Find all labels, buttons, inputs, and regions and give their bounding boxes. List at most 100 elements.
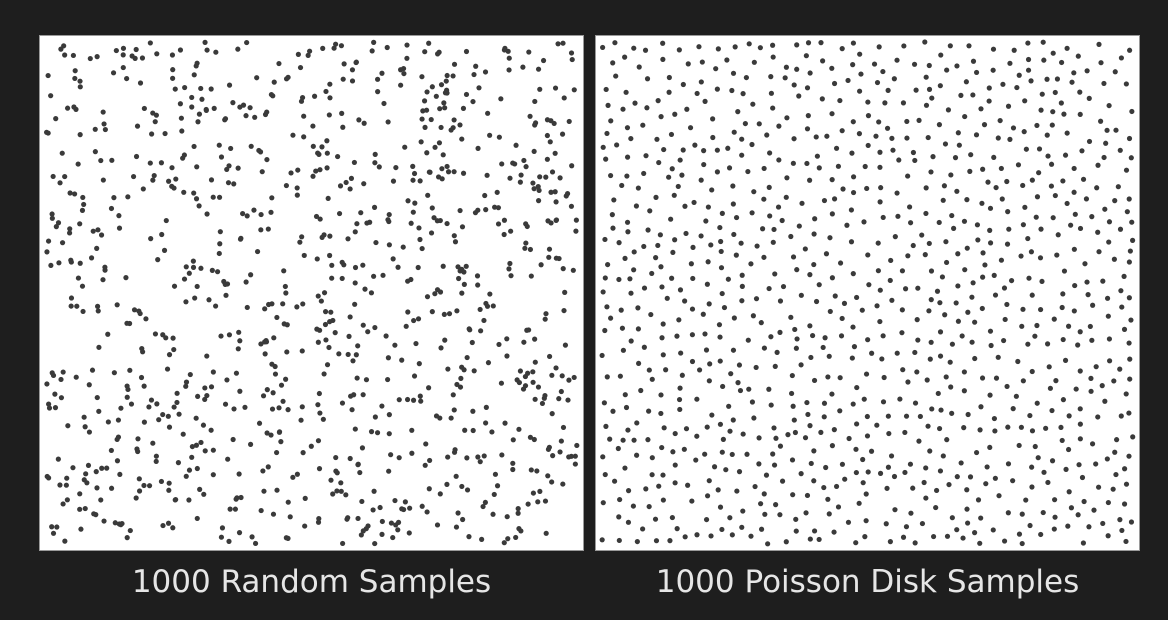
random-sample-dot [305, 52, 311, 58]
random-sample-dot [530, 490, 537, 496]
poisson-sample-dot [1118, 55, 1124, 61]
random-sample-dot [216, 250, 222, 257]
poisson-sample-dot [1100, 520, 1106, 527]
poisson-sample-dot [1064, 200, 1070, 207]
random-sample-dot [45, 72, 51, 79]
poisson-sample-dot [1095, 484, 1102, 490]
random-sample-dot [58, 376, 64, 383]
random-sample-dot [502, 420, 508, 426]
random-sample-dot [252, 540, 259, 547]
poisson-sample-dot [706, 301, 712, 307]
random-sample-dot [499, 161, 505, 167]
random-sample-dot [62, 538, 68, 544]
poisson-sample-dot [1102, 206, 1108, 212]
random-sample-dot [165, 520, 172, 526]
poisson-sample-dot [1055, 232, 1061, 238]
poisson-sample-dot [612, 478, 618, 484]
poisson-sample-dot [1020, 378, 1026, 384]
random-sample-dot [263, 337, 269, 344]
poisson-sample-dot [1071, 165, 1077, 172]
random-sample-dot [419, 245, 425, 252]
poisson-sample-dot [1022, 204, 1028, 210]
random-sample-dot [199, 96, 205, 102]
poisson-sample-dot [831, 80, 838, 87]
random-sample-dot [347, 455, 353, 462]
poisson-sample-dot [805, 411, 811, 418]
poisson-sample-dot [793, 345, 799, 351]
random-sample-dot [208, 177, 215, 183]
poisson-sample-dot [835, 163, 842, 169]
poisson-sample-dot [701, 161, 707, 168]
poisson-sample-dot [694, 433, 700, 439]
random-sample-dot [374, 430, 381, 436]
poisson-sample-dot [1004, 178, 1010, 185]
poisson-sample-dot [876, 44, 882, 50]
random-sample-dot [464, 354, 470, 361]
poisson-sample-dot [1050, 109, 1056, 115]
poisson-sample-dot [1101, 80, 1107, 86]
random-sample-dot [358, 210, 364, 216]
poisson-sample-dot [1075, 342, 1081, 348]
poisson-sample-dot [658, 392, 664, 398]
random-sample-dot [80, 308, 86, 314]
random-sample-dot [547, 353, 553, 360]
poisson-sample-dot [808, 354, 814, 361]
poisson-sample-dot [660, 56, 666, 62]
random-sample-dot [101, 518, 107, 524]
random-sample-dot [323, 88, 329, 95]
poisson-sample-dot [845, 519, 852, 525]
random-sample-dot [244, 213, 250, 219]
poisson-sample-dot [825, 496, 831, 502]
poisson-sample-dot [601, 400, 607, 406]
poisson-sample-dot [854, 421, 860, 427]
poisson-sample-dot [614, 142, 620, 148]
random-sample-dot [328, 309, 334, 315]
random-sample-dot [231, 181, 237, 187]
random-sample-dot [544, 156, 550, 162]
random-sample-dot [478, 328, 484, 334]
random-sample-dot [360, 528, 366, 534]
poisson-sample-dot [1083, 196, 1090, 202]
random-sample-dot [455, 264, 461, 270]
poisson-sample-dot [790, 254, 797, 260]
poisson-sample-dot [949, 410, 955, 416]
poisson-sample-dot [748, 533, 754, 539]
poisson-sample-dot [1064, 130, 1070, 136]
random-sample-dot [492, 204, 498, 210]
poisson-sample-dot [859, 307, 865, 313]
random-sample-dot [204, 211, 210, 217]
poisson-sample-dot [970, 92, 976, 98]
random-sample-dot [311, 93, 318, 99]
poisson-sample-dot [753, 364, 759, 371]
poisson-sample-dot [821, 400, 828, 406]
random-sample-dot [92, 126, 98, 132]
poisson-sample-dot [1119, 527, 1125, 534]
poisson-sample-dot [1071, 189, 1077, 195]
poisson-sample-dot [727, 515, 733, 521]
random-sample-dot [467, 327, 473, 333]
poisson-sample-dot [1095, 414, 1101, 420]
poisson-sample-dot [737, 387, 744, 394]
poisson-sample-dot [863, 518, 869, 524]
random-sample-dot [147, 160, 153, 166]
random-sample-dot [436, 49, 442, 55]
random-sample-dot [544, 117, 551, 123]
random-sample-dot [334, 488, 340, 494]
poisson-sample-dot [1005, 103, 1012, 109]
random-sample-dot [171, 404, 177, 410]
random-sample-dot [224, 377, 230, 383]
poisson-sample-dot [896, 157, 902, 163]
poisson-sample-dot [949, 515, 955, 521]
random-sample-dot [183, 473, 189, 479]
poisson-sample-dot [1130, 434, 1136, 440]
poisson-sample-dot [776, 123, 782, 129]
random-sample-dot [349, 407, 355, 413]
random-sample-dot [537, 174, 543, 180]
random-sample-dot [538, 262, 544, 268]
poisson-sample-dot [1020, 182, 1026, 189]
poisson-sample-dot [646, 367, 652, 373]
poisson-sample-dot [807, 423, 813, 429]
random-sample-dot [535, 384, 542, 390]
random-sample-dot [572, 453, 578, 459]
poisson-sample-dot [1010, 406, 1016, 412]
